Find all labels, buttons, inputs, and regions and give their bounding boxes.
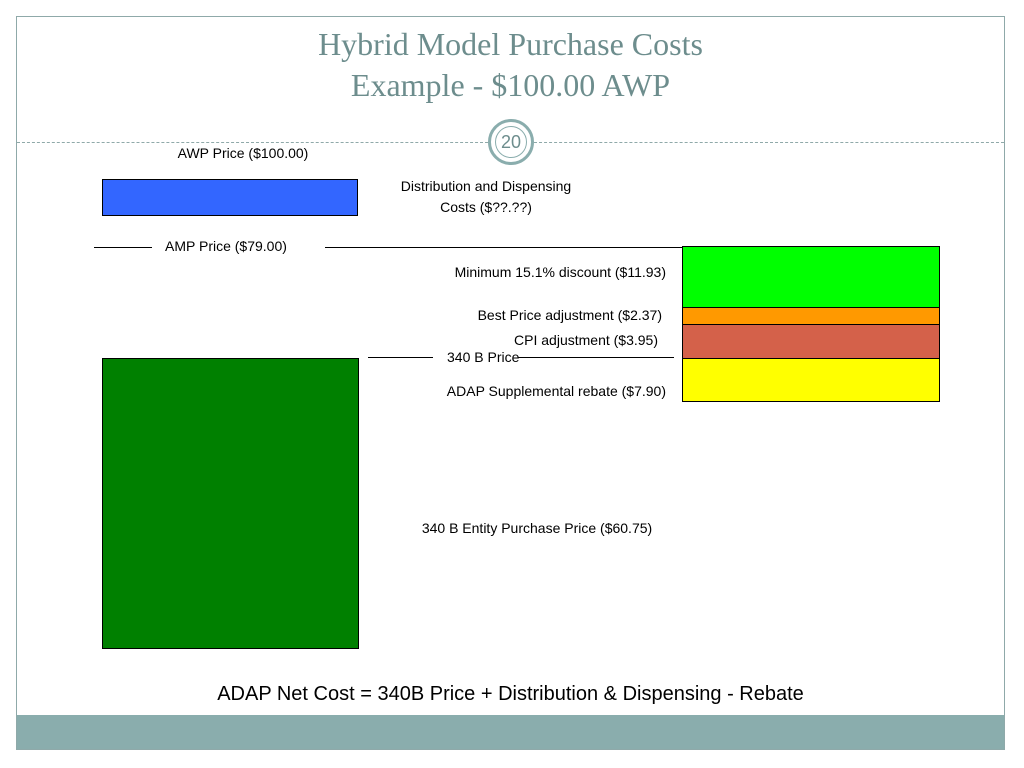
distribution-label-line-2: Costs ($??.??) — [440, 199, 532, 215]
minimum-discount-bar — [682, 246, 940, 308]
awp-price-label: AWP Price ($100.00) — [177, 145, 309, 161]
slide-title-line-2: Example - $100.00 AWP — [350, 67, 671, 103]
best-price-bar — [682, 307, 940, 325]
net-cost-formula: ADAP Net Cost = 340B Price + Distributio… — [217, 683, 804, 705]
title-divider-left — [17, 142, 488, 143]
slide-frame — [16, 16, 1005, 750]
distribution-label-line-1: Distribution and Dispensing — [400, 178, 572, 194]
awp-price-bar — [102, 179, 358, 216]
amp-line-right — [325, 247, 683, 248]
best-price-label: Best Price adjustment ($2.37) — [477, 307, 662, 323]
minimum-discount-label: Minimum 15.1% discount ($11.93) — [454, 264, 666, 280]
entity-purchase-bar — [102, 358, 359, 649]
title-divider-right — [534, 142, 1004, 143]
price-340b-line-left — [368, 357, 433, 358]
entity-purchase-label: 340 B Entity Purchase Price ($60.75) — [421, 520, 653, 536]
price-340b-line-right — [518, 357, 674, 358]
page-number-badge: 20 — [488, 119, 534, 165]
page-number: 20 — [495, 126, 527, 158]
adap-rebate-label: ADAP Supplemental rebate ($7.90) — [446, 383, 666, 399]
footer-bar — [17, 715, 1004, 749]
amp-price-label: AMP Price ($79.00) — [165, 238, 287, 254]
cpi-adjustment-bar — [682, 324, 940, 359]
adap-rebate-bar — [682, 358, 940, 402]
slide-title-line-1: Hybrid Model Purchase Costs — [318, 26, 703, 62]
cpi-adjustment-label: CPI adjustment ($3.95) — [514, 332, 658, 348]
price-340b-label: 340 B Price — [447, 349, 520, 365]
amp-line-left — [94, 247, 152, 248]
